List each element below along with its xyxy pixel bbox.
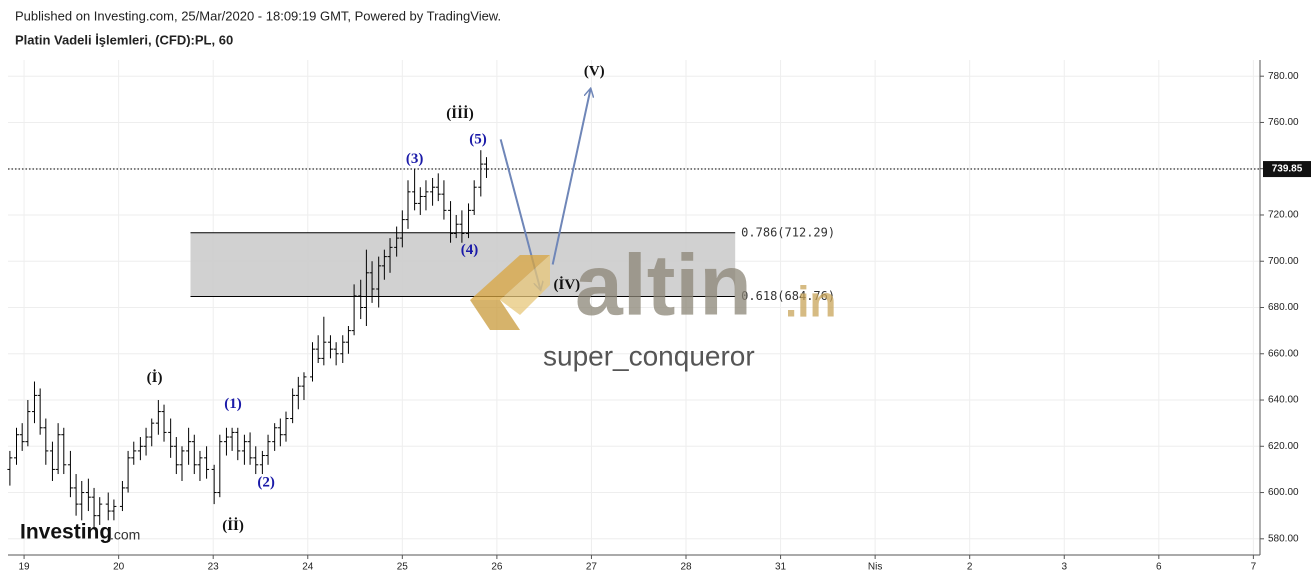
logo-text: Investing — [20, 521, 112, 544]
logo-shape — [470, 255, 550, 300]
wave-label: (V) — [584, 64, 605, 80]
last-price-box — [1263, 161, 1311, 178]
y-tick-label: 700.00 — [1268, 256, 1299, 267]
brand-text: altin — [575, 238, 752, 334]
logo-shape — [470, 300, 520, 330]
x-tick-label: 19 — [19, 562, 31, 573]
x-tick-label: 6 — [1156, 562, 1162, 573]
wave-label: (İV) — [554, 276, 581, 293]
brand-watermark: altin .in — [470, 238, 836, 334]
fib-label: 0.618(684.76) — [741, 289, 835, 303]
y-tick-label: 620.00 — [1268, 441, 1299, 452]
y-tick-label: 580.00 — [1268, 533, 1299, 544]
wave-label: (İİİ) — [446, 105, 474, 122]
projection-arrow — [551, 89, 591, 265]
author-watermark: super_conqueror — [543, 340, 755, 371]
x-tick-label: 27 — [586, 562, 598, 573]
y-tick-label: 720.00 — [1268, 210, 1299, 221]
wave-label: (5) — [469, 132, 487, 148]
x-tick-label: 24 — [302, 562, 314, 573]
y-tick-label: 780.00 — [1268, 71, 1299, 82]
logo-shape — [500, 255, 550, 315]
published-line: Published on Investing.com, 25/Mar/2020 … — [15, 8, 501, 23]
wave-label: (2) — [257, 474, 275, 490]
x-tick-label: 2 — [967, 562, 973, 573]
brand-suffix: .in — [785, 278, 836, 327]
wave-label: (İİ) — [222, 517, 244, 534]
y-tick-label: 760.00 — [1268, 117, 1299, 128]
x-tick-label: 25 — [397, 562, 409, 573]
last-price-label: 739.85 — [1272, 164, 1303, 175]
y-tick-label: 680.00 — [1268, 302, 1299, 313]
fib-label: 0.786(712.29) — [741, 225, 835, 239]
wave-label: (4) — [461, 242, 479, 258]
x-tick-label: Nis — [868, 562, 882, 573]
x-tick-label: 31 — [775, 562, 787, 573]
x-tick-label: 3 — [1061, 562, 1067, 573]
logo-suffix: .com — [110, 527, 140, 543]
x-tick-label: 20 — [113, 562, 125, 573]
y-tick-label: 600.00 — [1268, 487, 1299, 498]
y-tick-label: 660.00 — [1268, 348, 1299, 359]
wave-label: (3) — [406, 151, 424, 167]
x-tick-label: 26 — [491, 562, 503, 573]
x-tick-label: 28 — [680, 562, 692, 573]
fib-zone — [190, 232, 736, 297]
wave-label: (1) — [224, 396, 242, 412]
x-tick-label: 7 — [1251, 562, 1257, 573]
y-tick-label: 640.00 — [1268, 395, 1299, 406]
x-tick-label: 23 — [208, 562, 220, 573]
plot-area: 19 20 23 24 25 26 27 28 31 Nis 2 3 6 7580.00600.00620… — [7, 60, 1311, 573]
wave-label: (İ) — [147, 369, 163, 386]
instrument-title: Platin Vadeli İşlemleri, (CFD):PL, 60 — [15, 32, 233, 47]
